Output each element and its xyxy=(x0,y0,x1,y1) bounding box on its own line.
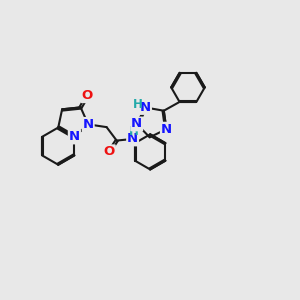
Text: N: N xyxy=(140,101,151,114)
Text: N: N xyxy=(69,130,80,143)
Text: H: H xyxy=(128,125,138,138)
Text: N: N xyxy=(127,133,138,146)
Text: H: H xyxy=(133,98,143,111)
Text: N: N xyxy=(161,123,172,136)
Text: N: N xyxy=(82,118,94,131)
Text: N: N xyxy=(131,117,142,130)
Text: O: O xyxy=(103,145,115,158)
Text: N: N xyxy=(69,130,80,143)
Text: O: O xyxy=(82,89,93,102)
